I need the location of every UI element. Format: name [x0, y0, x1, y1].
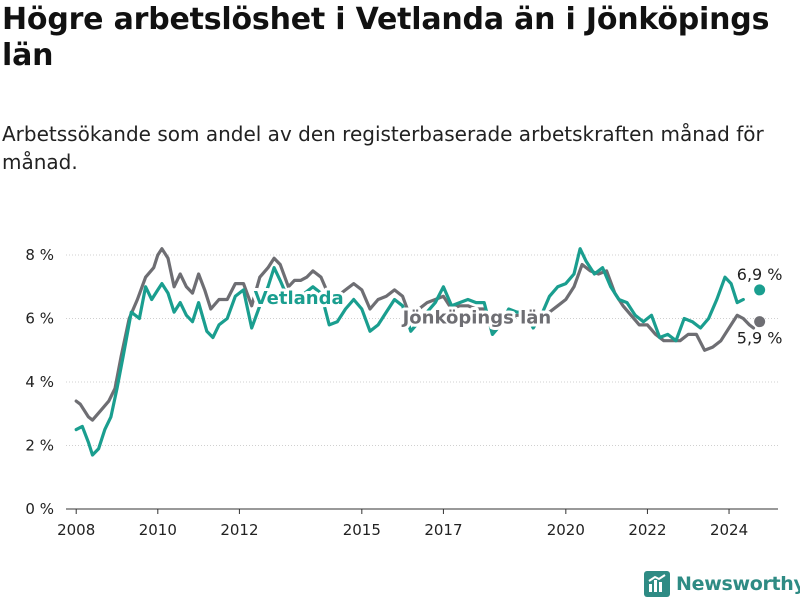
x-axis-ticks: 2008 2010 2012 2015 2017 2020 2022 2024: [57, 509, 748, 539]
newsworthy-logo-icon: [644, 571, 670, 597]
series-label-halo: Vetlanda: [254, 288, 344, 309]
x-tick-label: 2017: [424, 521, 462, 539]
y-tick-label: 8 %: [25, 246, 54, 264]
series-line: [74, 247, 756, 422]
series-end-value-label: 6,9 %: [737, 265, 783, 284]
y-axis-ticks: 0 % 2 % 4 % 6 % 8 %: [25, 246, 54, 518]
y-tick-label: 6 %: [25, 310, 54, 328]
x-tick-label: 2020: [547, 521, 585, 539]
x-tick-label: 2015: [343, 521, 381, 539]
newsworthy-brand[interactable]: Newsworthy: [644, 568, 800, 600]
x-tick-label: 2010: [139, 521, 177, 539]
chart-subtitle: Arbetssökande som andel av den registerb…: [2, 122, 764, 174]
x-tick-label: 2008: [57, 521, 95, 539]
series-end-point: [754, 316, 766, 328]
x-tick-label: 2022: [628, 521, 666, 539]
brand-name: Newsworthy: [676, 573, 800, 595]
x-tick-label: 2024: [710, 521, 748, 539]
series-lines: [74, 247, 766, 457]
y-tick-label: 0 %: [25, 500, 54, 518]
series-end-point: [754, 284, 766, 296]
series-label: Vetlanda: [254, 288, 344, 309]
y-tick-label: 4 %: [25, 373, 54, 391]
series-label: Jönköpings län: [401, 307, 552, 328]
chart-title: Högre arbetslöshet i Vetlanda än i Jönkö…: [2, 2, 770, 73]
series-label-halo: Jönköpings län: [401, 307, 552, 328]
y-tick-label: 2 %: [25, 437, 54, 455]
series-end-value-label: 5,9 %: [737, 329, 783, 348]
series-line: [74, 247, 745, 457]
x-tick-label: 2012: [220, 521, 258, 539]
